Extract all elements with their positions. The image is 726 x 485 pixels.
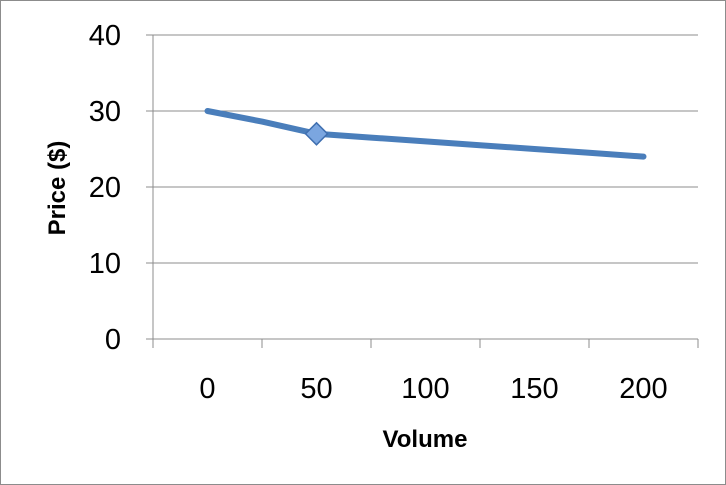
y-tick-label: 30 (89, 96, 121, 128)
data-point-marker (304, 121, 329, 146)
y-tick-label: 40 (89, 20, 121, 52)
y-tick-labels: 0 10 20 30 40 (89, 20, 121, 356)
axes (146, 34, 699, 348)
y-axis-title: Price ($) (44, 141, 71, 236)
x-tick-label: 200 (619, 373, 667, 405)
x-tick-label: 50 (300, 373, 332, 405)
markers (304, 121, 329, 146)
x-tick-label: 0 (199, 373, 215, 405)
x-axis-title: Volume (383, 426, 468, 453)
y-tick-label: 0 (105, 324, 121, 356)
gridlines (153, 34, 698, 264)
x-tick-label: 100 (401, 373, 449, 405)
y-tick-label: 10 (89, 248, 121, 280)
series (204, 108, 647, 160)
series-line-0 (204, 108, 647, 160)
x-tick-label: 150 (510, 373, 558, 405)
x-tick-labels: 0 50 100 150 200 (199, 373, 667, 405)
y-tick-label: 20 (89, 172, 121, 204)
